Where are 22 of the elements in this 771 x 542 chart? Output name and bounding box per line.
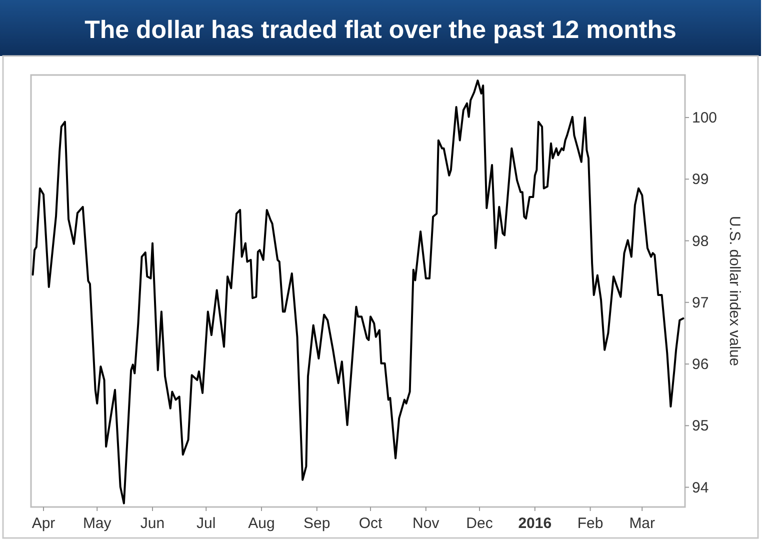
x-tick-label: Jul: [196, 515, 216, 532]
x-tick-label: Mar: [629, 515, 656, 532]
x-tick-label: Apr: [32, 515, 56, 532]
line-series: [32, 80, 684, 504]
y-tick-label: 95: [692, 418, 709, 435]
x-tick-label: Nov: [412, 515, 440, 532]
y-tick-label: 99: [692, 171, 709, 188]
x-tick-label: 2016: [518, 515, 552, 532]
x-tick-label: Sep: [304, 515, 330, 532]
y-tick-label: 98: [692, 232, 709, 250]
x-tick-label: Jun: [140, 515, 165, 532]
x-tick-label: Aug: [248, 515, 275, 532]
y-tick-label: 97: [692, 294, 709, 312]
y-tick-label: 100: [692, 110, 718, 127]
y-tick-label: 96: [692, 356, 709, 374]
y-tick-label: 94: [692, 479, 709, 496]
x-tick-label: Dec: [466, 515, 494, 532]
x-tick-label: Oct: [358, 515, 384, 532]
x-tick-label: May: [82, 515, 112, 532]
chart-title: The dollar has traded flat over the past 12 months: [84, 16, 676, 44]
y-axis-title: U.S. dollar index value: [726, 216, 743, 366]
x-tick-label: Feb: [577, 515, 604, 532]
